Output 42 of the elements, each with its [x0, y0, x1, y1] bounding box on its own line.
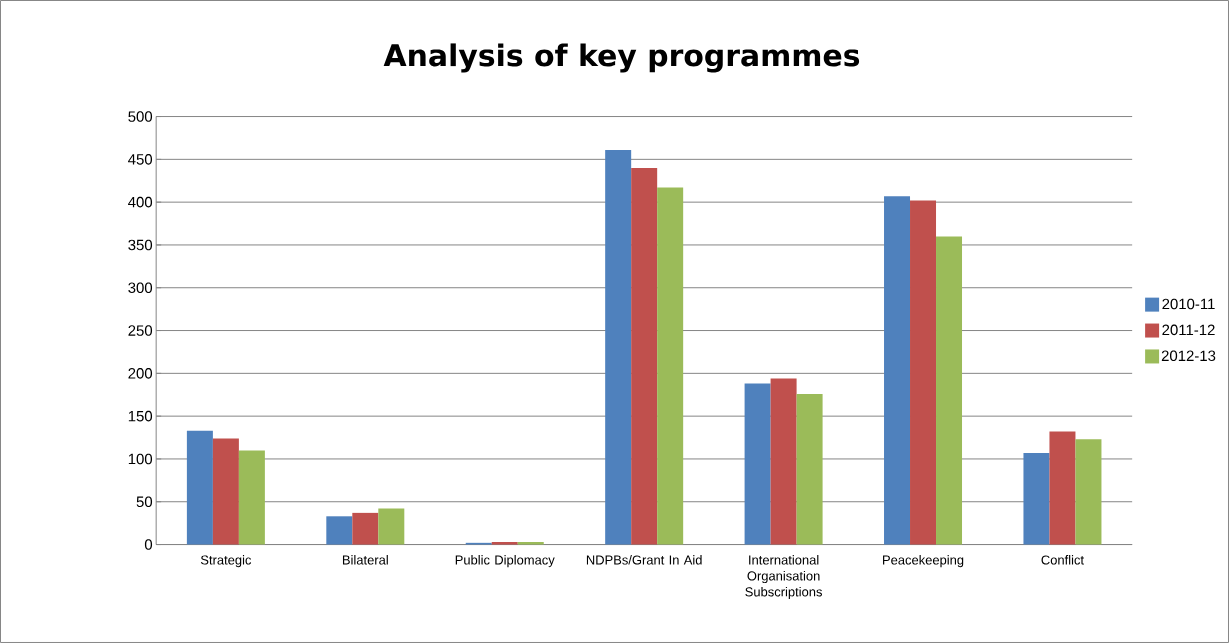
- x-tick-label: Peacekeeping: [883, 555, 964, 568]
- bar: [657, 187, 684, 545]
- bar: [378, 508, 405, 545]
- bar: [936, 236, 963, 545]
- x-tick-label: NDPBs/Grant In Aid: [586, 555, 702, 565]
- bar: [517, 541, 544, 545]
- bar: [186, 430, 213, 545]
- bar: [884, 196, 911, 545]
- y-tick-label: 0: [144, 539, 153, 550]
- y-tick-label: 350: [128, 239, 153, 251]
- bar: [770, 378, 797, 545]
- y-tick-label: 200: [128, 368, 153, 379]
- x-tick-label: Conflict: [1041, 555, 1084, 565]
- bar: [212, 438, 239, 545]
- legend-label: 2011-12: [1162, 324, 1215, 336]
- legend-label: 2010-11: [1162, 298, 1215, 310]
- bar: [1049, 431, 1076, 545]
- bar: [326, 516, 353, 545]
- bar: [352, 512, 379, 545]
- bar: [491, 541, 518, 545]
- bar: [744, 383, 771, 545]
- legend-label: 2012-13: [1161, 350, 1216, 362]
- y-tick-label: 450: [128, 154, 153, 165]
- bar: [631, 167, 658, 545]
- y-tick-label: 250: [128, 325, 153, 336]
- bar: [910, 200, 937, 545]
- chart-title: Analysis of key programmes: [383, 43, 860, 73]
- bar: [796, 393, 823, 545]
- bar: [605, 149, 632, 545]
- bar: [1075, 439, 1102, 545]
- x-tick-label: Strategic: [200, 555, 252, 568]
- bar: [1023, 452, 1050, 545]
- x-tick-label: Public Diplomacy: [455, 555, 555, 568]
- x-tick-label: International Organisation Subscriptions: [745, 555, 822, 600]
- y-tick-label: 300: [128, 282, 153, 294]
- y-tick-label: 400: [128, 196, 153, 208]
- x-tick-label: Bilateral: [342, 555, 388, 565]
- y-tick-label: 100: [128, 453, 153, 465]
- y-tick-label: 150: [128, 410, 153, 422]
- y-tick-label: 50: [136, 496, 153, 508]
- bar: [238, 450, 265, 545]
- y-tick-label: 500: [128, 111, 153, 122]
